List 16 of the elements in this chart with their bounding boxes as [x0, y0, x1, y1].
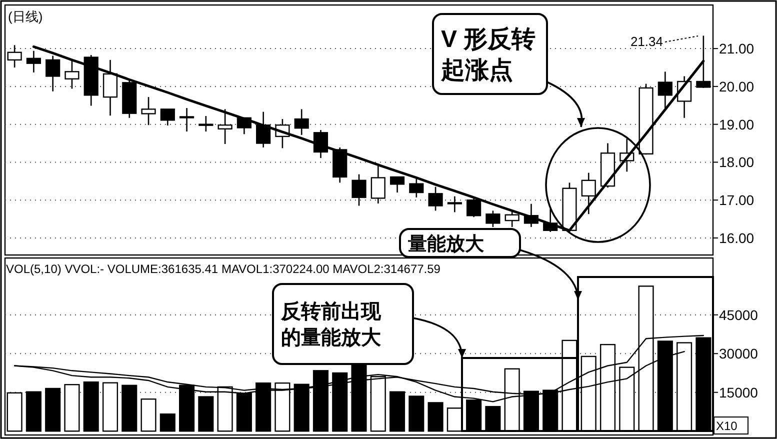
y-tick-label: 18.00 [719, 154, 754, 170]
annotation: VOL(5,10) VVOL:- VOLUME:361635.41 MAVOL1:370224.00 MAVOL2:314677.59 [6, 262, 441, 276]
y-tick-label: 45000 [719, 306, 758, 323]
text: X10 [716, 419, 738, 433]
y-tick-label: 30000 [719, 346, 758, 362]
y-tick-label: 21.00 [719, 40, 754, 57]
y-tick-label: 15000 [719, 384, 758, 400]
annotation: 21.34 [630, 34, 663, 49]
y-tick-label: 19.00 [719, 116, 754, 132]
y-tick-label: 20.00 [719, 78, 754, 94]
y-tick-label: 17.00 [719, 192, 754, 208]
annotation: V 形反转起涨点 [440, 26, 536, 84]
annotation: 反转前出现的量能放大 [280, 300, 382, 350]
y-tick-label: 16.00 [719, 230, 754, 246]
annotation: 量能放大 [407, 232, 485, 255]
chart-title: (日线) [8, 9, 43, 24]
